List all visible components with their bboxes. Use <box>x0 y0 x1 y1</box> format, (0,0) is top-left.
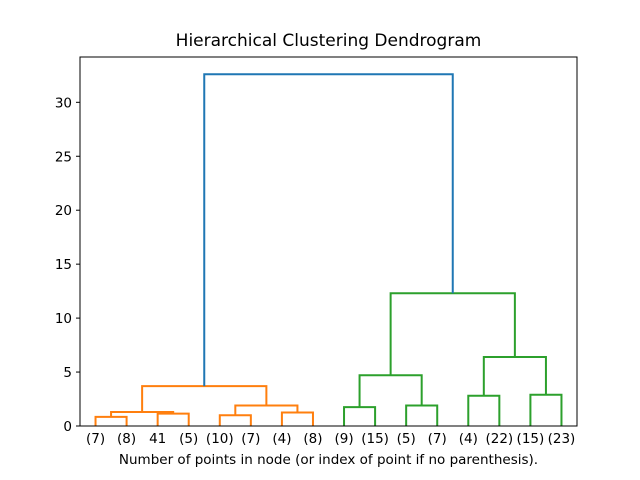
y-tick-label: 5 <box>63 365 72 381</box>
dendrogram-link-m0 <box>94 415 128 426</box>
dendrogram-link-m2 <box>110 410 175 417</box>
dendrogram-link-m11 <box>529 393 563 426</box>
x-tick-label: (15) <box>361 431 389 447</box>
x-tick-label: (8) <box>117 431 136 447</box>
dendrogram-link-m14 <box>203 73 454 387</box>
x-tick-label: (5) <box>397 431 416 447</box>
dendrogram-link-m9 <box>358 374 423 408</box>
y-tick-label: 15 <box>55 257 72 273</box>
dendrogram-link-m8 <box>405 404 439 426</box>
x-tick-label: (5) <box>179 431 198 447</box>
x-tick-label: (15) <box>517 431 545 447</box>
y-tick-label: 0 <box>63 419 72 435</box>
x-tick-label: (8) <box>303 431 322 447</box>
dendrogram-link-m12 <box>482 355 547 396</box>
x-tick-label: 41 <box>149 431 166 447</box>
x-tick-label: (23) <box>548 431 576 447</box>
y-tick-label: 30 <box>55 95 72 111</box>
x-tick-label: (4) <box>272 431 291 447</box>
dendrogram-link-m3 <box>218 414 252 426</box>
dendrogram-link-m5 <box>234 404 299 416</box>
plot-border <box>79 56 578 427</box>
x-tick-label: (4) <box>459 431 478 447</box>
y-tick-label: 25 <box>55 149 72 165</box>
y-tick-label: 20 <box>55 203 72 219</box>
x-tick-label: (7) <box>428 431 447 447</box>
dendrogram-link-m6 <box>141 385 268 412</box>
x-axis-label: Number of points in node (or index of po… <box>118 452 539 468</box>
x-tick-label: (10) <box>206 431 234 447</box>
dendrogram-link-m7 <box>343 406 377 426</box>
x-tick-label: (9) <box>334 431 353 447</box>
dendrogram-link-m4 <box>280 411 314 426</box>
y-tick-label: 10 <box>55 311 72 327</box>
x-tick-label: (7) <box>241 431 260 447</box>
x-tick-label: (22) <box>485 431 513 447</box>
chart-title: Hierarchical Clustering Dendrogram <box>175 31 482 51</box>
dendrogram-link-m1 <box>156 412 190 426</box>
dendrogram-link-m13 <box>389 292 516 376</box>
dendrogram-link-m10 <box>467 394 501 426</box>
x-tick-label: (7) <box>86 431 105 447</box>
